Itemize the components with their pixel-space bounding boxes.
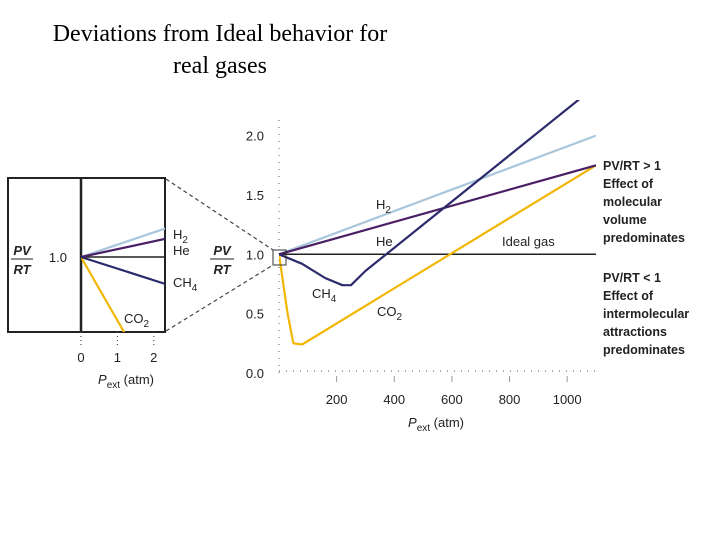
main-x-tick-400: 400: [383, 392, 405, 407]
inset-series-h2: [81, 227, 165, 259]
main-y-tick-0.0: 0.0: [246, 366, 264, 381]
inset-y-label-den: RT: [13, 262, 31, 277]
annot-below-0: PV/RT < 1: [603, 271, 661, 285]
inset-x-tick-2: 2: [150, 350, 157, 365]
main-label-he: He: [376, 234, 393, 249]
title-line-1: Deviations from Ideal behavior for: [52, 21, 388, 47]
main-label-co2: CO2: [377, 304, 403, 323]
inset-x-tick-1: 1: [114, 350, 121, 365]
main-y-label-num: PV: [213, 243, 232, 258]
inset-label-he: He: [173, 243, 190, 258]
main-y-label-den: RT: [213, 262, 231, 277]
main-x-label: Pext (atm): [408, 415, 464, 434]
main-label-h2: H2: [376, 197, 391, 216]
inset-series-co2: [81, 256, 126, 332]
zoom-connector-top: [165, 178, 274, 251]
annot-above-0: PV/RT > 1: [603, 159, 661, 173]
main-series-h2: [279, 134, 596, 256]
inset-label-ch4: CH4: [173, 275, 198, 294]
main-x-tick-800: 800: [499, 392, 521, 407]
main-y-tick-2.0: 2.0: [246, 129, 264, 144]
zoom-square: [272, 249, 287, 266]
main-label-ch4: CH4: [312, 286, 337, 305]
annot-below-1: Effect of: [603, 289, 654, 303]
inset-y-tick: 1.0: [49, 250, 67, 265]
main-x-tick-1000: 1000: [553, 392, 582, 407]
annot-below-2: intermolecular: [603, 307, 689, 321]
main-series-he: [279, 164, 596, 256]
inset-x-label: Pext (atm): [98, 372, 154, 391]
main-label-ideal-gas: Ideal gas: [502, 234, 555, 249]
annot-below-4: predominates: [603, 343, 685, 357]
main-y-tick-0.5: 0.5: [246, 307, 264, 322]
inset-y-label-num: PV: [13, 243, 32, 258]
inset-label-co2: CO2: [124, 311, 150, 330]
inset-series-he: [81, 237, 165, 259]
inset-series-ch4: [81, 255, 165, 286]
slide-title: Deviations from Ideal behavior for real …: [0, 18, 440, 82]
main-y-tick-1.0: 1.0: [246, 247, 264, 262]
annot-above-4: predominates: [603, 231, 685, 245]
annot-below-3: attractions: [603, 325, 667, 339]
main-x-tick-600: 600: [441, 392, 463, 407]
annot-above-3: volume: [603, 213, 647, 227]
main-y-tick-1.5: 1.5: [246, 188, 264, 203]
annot-above-1: Effect of: [603, 177, 654, 191]
main-series-co2: [279, 164, 596, 346]
annot-above-2: molecular: [603, 195, 662, 209]
main-x-tick-200: 200: [326, 392, 348, 407]
title-line-2: real gases: [173, 53, 267, 79]
main-series-ch4: [279, 100, 581, 287]
inset-x-tick-0: 0: [77, 350, 84, 365]
inset-label-h2: H2: [173, 227, 188, 246]
